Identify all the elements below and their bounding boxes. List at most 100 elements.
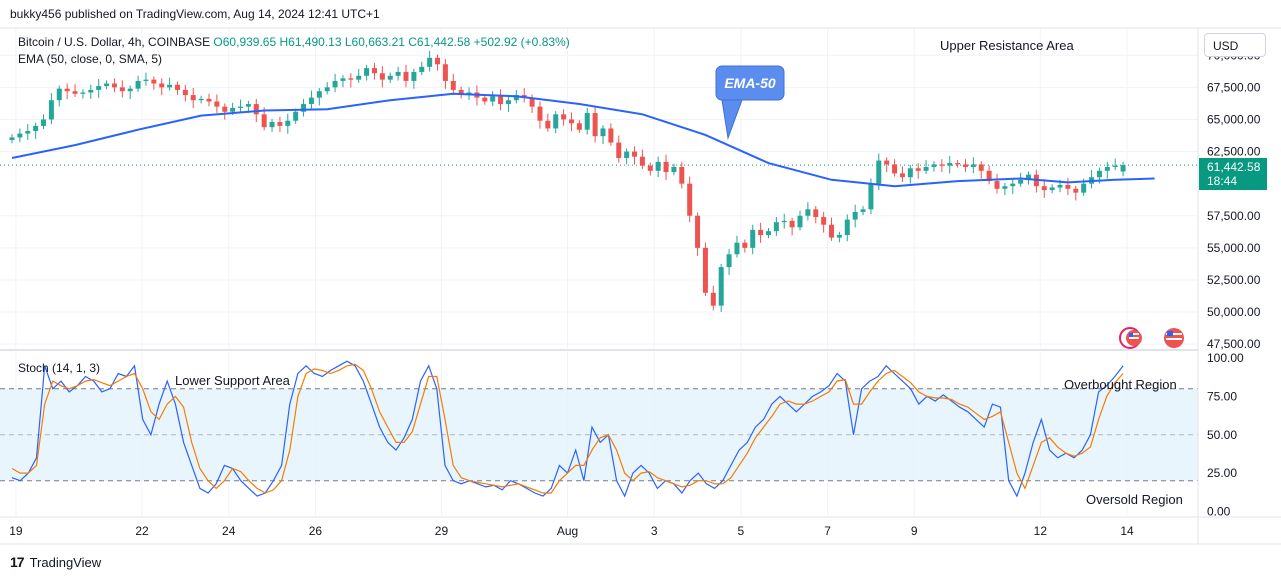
candle-body: [119, 87, 125, 92]
published-line: bukky456 published on TradingView.com, A…: [10, 7, 380, 21]
stoch-tick-label: 25.00: [1207, 466, 1237, 480]
candle-body: [364, 68, 370, 76]
candle-body: [1065, 184, 1071, 189]
stoch-tick-label: 50.00: [1207, 428, 1237, 442]
stoch-levels: [0, 388, 1198, 482]
candle-body: [214, 101, 220, 107]
time-tick-label: 29: [435, 524, 449, 538]
candle-body: [450, 80, 456, 90]
candle-body: [962, 164, 968, 167]
candle-body: [1041, 186, 1047, 191]
candle-body: [238, 106, 244, 108]
candle-body: [884, 160, 890, 165]
candle-body: [135, 80, 141, 89]
candle-body: [371, 68, 377, 74]
candle-body: [403, 71, 409, 81]
stoch-legend[interactable]: Stoch (14, 1, 3): [18, 361, 101, 375]
candle-body: [876, 160, 882, 184]
time-tick-label: Aug: [557, 524, 578, 538]
candle-body: [789, 220, 795, 228]
price-axis[interactable]: 70,000.0067,500.0065,000.0062,500.0057,5…: [1207, 48, 1261, 351]
us-flag-icon[interactable]: [1119, 327, 1142, 349]
time-tick-label: 14: [1120, 524, 1134, 538]
candle-body: [537, 106, 543, 121]
candle-body: [553, 114, 559, 129]
time-tick-label: 7: [824, 524, 831, 538]
candle-body: [632, 151, 638, 157]
time-tick-label: 19: [9, 524, 23, 538]
price-tick-label: 62,500.00: [1207, 145, 1261, 159]
candle-body: [222, 106, 228, 112]
price-tick-label: 55,000.00: [1207, 241, 1261, 255]
symbol-legend[interactable]: Bitcoin / U.S. Dollar, 4h, COINBASE O60,…: [18, 35, 570, 49]
candle-body: [190, 95, 196, 101]
price-tick-label: 67,500.00: [1207, 80, 1261, 94]
candle-body: [348, 78, 354, 80]
ema-callout-box: [715, 65, 785, 101]
time-axis[interactable]: 19 22 24 26 29 Aug 3 5 7 9 12 14: [9, 524, 1134, 538]
candle-body: [781, 220, 787, 223]
candle-body: [277, 122, 283, 126]
stoch-axis[interactable]: 100.00 75.00 50.00 25.00 0.00: [1207, 351, 1244, 518]
candle-body: [947, 163, 953, 166]
candle-body: [17, 133, 23, 138]
candle-body: [285, 120, 291, 126]
oversold-label: Oversold Region: [1086, 492, 1183, 507]
candle-body: [939, 164, 945, 166]
candle-body: [616, 142, 622, 158]
candle-body: [600, 128, 606, 137]
candle-body: [411, 71, 417, 81]
candle-body: [955, 163, 961, 165]
stoch-tick-label: 75.00: [1207, 389, 1237, 403]
candle-body: [64, 88, 70, 92]
candle-body: [245, 104, 251, 107]
candle-body: [159, 83, 165, 88]
last-price-countdown: 18:44: [1207, 174, 1237, 188]
candle-body: [923, 166, 929, 171]
overbought-label: Overbought Region: [1064, 377, 1177, 392]
candle-body: [174, 84, 180, 90]
candle-body: [332, 80, 338, 88]
candle-body: [892, 164, 898, 174]
candle-body: [41, 119, 47, 126]
candle-body: [986, 170, 992, 182]
candle-body: [25, 131, 31, 134]
candle-body: [765, 231, 771, 236]
time-tick-label: 12: [1034, 524, 1048, 538]
us-flag-icon-2[interactable]: [1164, 328, 1184, 348]
candle-body: [576, 123, 582, 130]
candle-body: [695, 215, 701, 248]
candle-body: [324, 87, 330, 92]
ohlc-values: O60,939.65 H61,490.13 L60,663.21 C61,442…: [213, 35, 570, 49]
candle-body: [33, 125, 39, 132]
candle-body: [584, 113, 590, 130]
symbol-name: Bitcoin / U.S. Dollar, 4h, COINBASE: [18, 35, 211, 49]
candle-body: [395, 71, 401, 76]
last-price-badge: [1199, 158, 1267, 190]
candle-body: [844, 219, 850, 236]
candle-body: [624, 151, 630, 158]
candle-body: [679, 166, 685, 184]
candle-body: [301, 104, 307, 112]
candle-body: [458, 89, 464, 94]
candles: [9, 50, 1126, 312]
last-price-value: 61,442.58: [1207, 160, 1261, 174]
candle-body: [663, 161, 669, 173]
currency-button[interactable]: USD: [1204, 33, 1266, 57]
candle-body: [9, 137, 15, 140]
candle-body: [742, 242, 748, 248]
candle-body: [852, 211, 858, 220]
candle-body: [726, 254, 732, 268]
candle-body: [608, 128, 614, 143]
candle-body: [80, 92, 86, 94]
lower-support-label: Lower Support Area: [175, 373, 291, 388]
stoch-tick-label: 0.00: [1207, 504, 1231, 518]
candle-body: [253, 104, 259, 115]
candle-body: [308, 97, 314, 105]
price-tick-label: 50,000.00: [1207, 305, 1261, 319]
ema-legend[interactable]: EMA (50, close, 0, SMA, 5): [18, 52, 163, 66]
candle-body: [710, 292, 716, 306]
candle-body: [1104, 166, 1110, 171]
footer-brand[interactable]: 17 TradingView: [10, 554, 101, 570]
